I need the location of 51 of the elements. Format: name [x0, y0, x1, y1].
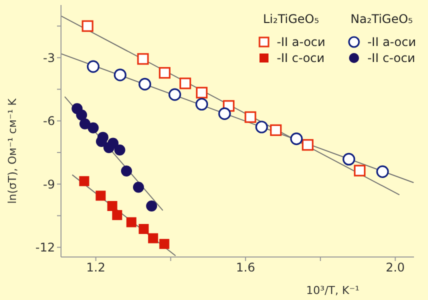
point [255, 120, 268, 134]
point [132, 182, 144, 193]
x-axis-title: 10³/T, K⁻¹ [306, 284, 360, 297]
y-tick-label: -12 [35, 240, 55, 255]
point [88, 122, 99, 134]
point [168, 88, 182, 101]
point [126, 217, 136, 228]
point [97, 132, 108, 143]
point [138, 224, 149, 234]
y-tick-label: -6 [43, 114, 55, 128]
point [79, 176, 90, 186]
legend-label: -II a-оси [276, 35, 326, 49]
point [302, 139, 314, 151]
point [107, 201, 118, 212]
point [114, 68, 126, 82]
y-axis-title: ln(σT), Ом⁻¹ см⁻¹ K [6, 98, 19, 204]
x-tick-label: 2.0 [386, 260, 405, 275]
legend-label: -II a-оси [367, 35, 416, 49]
point [82, 20, 94, 32]
point [138, 78, 152, 91]
x-tick-label: 1.2 [86, 260, 106, 275]
x-tick-label: 1.6 [236, 260, 256, 275]
point [86, 60, 100, 73]
point [108, 138, 119, 149]
legend-label: -II c-оси [276, 51, 325, 65]
point [218, 107, 231, 120]
point [179, 78, 192, 90]
point [112, 210, 122, 220]
y-tick-label: -9 [43, 177, 55, 192]
point [159, 238, 170, 249]
point [244, 111, 256, 123]
point [137, 53, 149, 65]
point [376, 165, 389, 178]
point [342, 152, 356, 166]
point [270, 124, 282, 136]
point [96, 190, 106, 201]
point [146, 200, 158, 212]
point [196, 86, 208, 98]
point [158, 67, 170, 79]
point [290, 132, 303, 146]
y-tick-label: -3 [43, 50, 55, 65]
point [79, 118, 90, 130]
point [148, 233, 158, 244]
point [195, 98, 208, 111]
point [76, 109, 88, 120]
point [121, 166, 132, 177]
annotation: Na₂TiGeO₅ [349, 12, 414, 26]
legend-label: -II c-оси [367, 51, 416, 65]
point [354, 164, 366, 176]
point [114, 144, 126, 156]
annotation: Li₂TiGeO₅ [262, 12, 320, 26]
